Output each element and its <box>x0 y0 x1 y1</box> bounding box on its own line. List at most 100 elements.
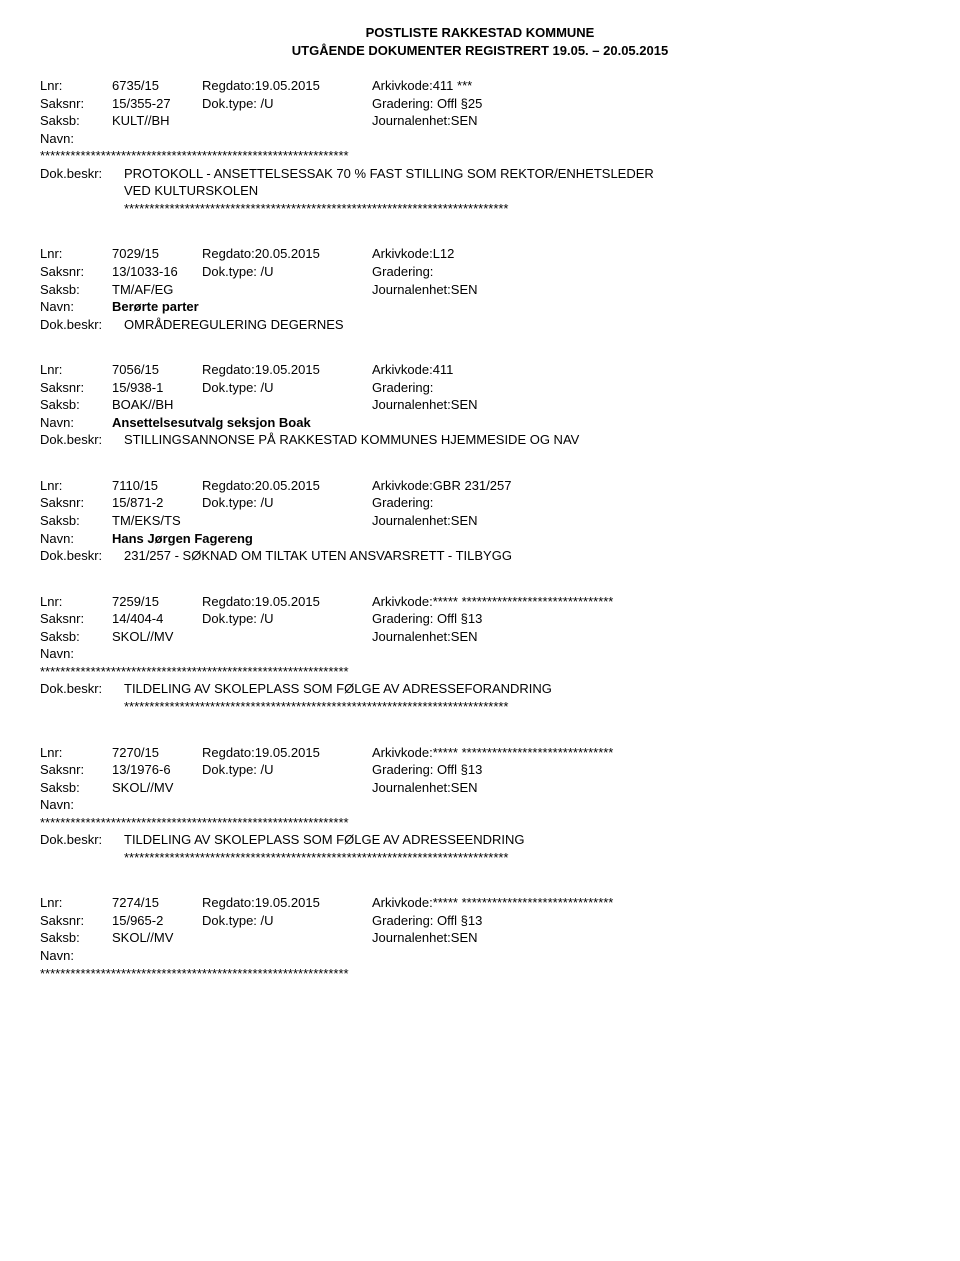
journal-entry: Lnr:7259/15Regdato:19.05.2015Arkivkode:*… <box>40 593 920 716</box>
gradering-value: Gradering: <box>372 494 920 512</box>
journal-entry: Lnr:7270/15Regdato:19.05.2015Arkivkode:*… <box>40 744 920 867</box>
lnr-value: 7056/15Regdato:19.05.2015 <box>112 361 372 379</box>
dokbeskr-redacted: ****************************************… <box>40 200 920 218</box>
saksnr-value: 15/938-1Dok.type: /U <box>112 379 372 397</box>
lnr-value: 7029/15Regdato:20.05.2015 <box>112 245 372 263</box>
navn-label: Navn: <box>40 414 112 432</box>
journal-value: Journalenhet:SEN <box>372 628 920 646</box>
navn-value: Berørte parter <box>112 298 920 316</box>
dokbeskr-label: Dok.beskr: <box>40 831 124 849</box>
gradering-value: Gradering: <box>372 379 920 397</box>
saksb-value: SKOL//MV <box>112 929 372 947</box>
navn-value: Hans Jørgen Fagereng <box>112 530 920 548</box>
journal-value: Journalenhet:SEN <box>372 512 920 530</box>
lnr-label: Lnr: <box>40 593 112 611</box>
saksnr-label: Saksnr: <box>40 761 112 779</box>
arkivkode-value: Arkivkode:***** ************************… <box>372 593 920 611</box>
arkivkode-value: Arkivkode:GBR 231/257 <box>372 477 920 495</box>
saksb-value: SKOL//MV <box>112 779 372 797</box>
dokbeskr-label: Dok.beskr: <box>40 316 124 334</box>
navn-redacted: ****************************************… <box>40 965 920 983</box>
saksnr-value: 14/404-4Dok.type: /U <box>112 610 372 628</box>
navn-redacted: ****************************************… <box>40 147 920 165</box>
dokbeskr-value: OMRÅDEREGULERING DEGERNES <box>124 316 920 334</box>
gradering-value: Gradering: Offl §13 <box>372 761 920 779</box>
dokbeskr-value: TILDELING AV SKOLEPLASS SOM FØLGE AV ADR… <box>124 680 920 698</box>
journal-entry: Lnr:6735/15Regdato:19.05.2015Arkivkode:4… <box>40 77 920 217</box>
saksb-value: TM/AF/EG <box>112 281 372 299</box>
saksb-label: Saksb: <box>40 396 112 414</box>
journal-value: Journalenhet:SEN <box>372 929 920 947</box>
dokbeskr-value: PROTOKOLL - ANSETTELSESSAK 70 % FAST STI… <box>124 165 920 183</box>
lnr-value: 7259/15Regdato:19.05.2015 <box>112 593 372 611</box>
dokbeskr-label: Dok.beskr: <box>40 680 124 698</box>
navn-label: Navn: <box>40 796 112 814</box>
saksb-label: Saksb: <box>40 512 112 530</box>
lnr-value: 7110/15Regdato:20.05.2015 <box>112 477 372 495</box>
journal-value: Journalenhet:SEN <box>372 281 920 299</box>
saksnr-label: Saksnr: <box>40 263 112 281</box>
page-header: POSTLISTE RAKKESTAD KOMMUNE UTGÅENDE DOK… <box>40 24 920 59</box>
navn-value <box>112 947 920 965</box>
saksb-value: SKOL//MV <box>112 628 372 646</box>
saksb-label: Saksb: <box>40 929 112 947</box>
dokbeskr-value: STILLINGSANNONSE PÅ RAKKESTAD KOMMUNES H… <box>124 431 920 449</box>
gradering-value: Gradering: Offl §13 <box>372 912 920 930</box>
saksnr-value: 15/965-2Dok.type: /U <box>112 912 372 930</box>
saksnr-label: Saksnr: <box>40 912 112 930</box>
navn-value: Ansettelsesutvalg seksjon Boak <box>112 414 920 432</box>
saksnr-value: 13/1976-6Dok.type: /U <box>112 761 372 779</box>
dokbeskr-value: 231/257 - SØKNAD OM TILTAK UTEN ANSVARSR… <box>124 547 920 565</box>
arkivkode-value: Arkivkode:411 *** <box>372 77 920 95</box>
lnr-value: 7274/15Regdato:19.05.2015 <box>112 894 372 912</box>
lnr-label: Lnr: <box>40 744 112 762</box>
saksnr-label: Saksnr: <box>40 95 112 113</box>
navn-label: Navn: <box>40 130 112 148</box>
saksnr-value: 13/1033-16Dok.type: /U <box>112 263 372 281</box>
navn-label: Navn: <box>40 530 112 548</box>
gradering-value: Gradering: Offl §13 <box>372 610 920 628</box>
dokbeskr-value-cont: VED KULTURSKOLEN <box>40 182 920 200</box>
saksnr-label: Saksnr: <box>40 494 112 512</box>
navn-redacted: ****************************************… <box>40 663 920 681</box>
gradering-value: Gradering: <box>372 263 920 281</box>
navn-label: Navn: <box>40 947 112 965</box>
journal-value: Journalenhet:SEN <box>372 112 920 130</box>
journal-value: Journalenhet:SEN <box>372 779 920 797</box>
arkivkode-value: Arkivkode:***** ************************… <box>372 894 920 912</box>
lnr-label: Lnr: <box>40 361 112 379</box>
arkivkode-value: Arkivkode:411 <box>372 361 920 379</box>
journal-entry: Lnr:7110/15Regdato:20.05.2015Arkivkode:G… <box>40 477 920 565</box>
navn-value <box>112 796 920 814</box>
lnr-label: Lnr: <box>40 894 112 912</box>
dokbeskr-label: Dok.beskr: <box>40 165 124 183</box>
dokbeskr-redacted: ****************************************… <box>40 698 920 716</box>
saksb-value: TM/EKS/TS <box>112 512 372 530</box>
lnr-label: Lnr: <box>40 245 112 263</box>
dokbeskr-label: Dok.beskr: <box>40 547 124 565</box>
saksb-label: Saksb: <box>40 281 112 299</box>
navn-redacted: ****************************************… <box>40 814 920 832</box>
saksnr-label: Saksnr: <box>40 610 112 628</box>
navn-label: Navn: <box>40 298 112 316</box>
saksb-label: Saksb: <box>40 628 112 646</box>
journal-entry: Lnr:7056/15Regdato:19.05.2015Arkivkode:4… <box>40 361 920 449</box>
saksb-value: BOAK//BH <box>112 396 372 414</box>
dokbeskr-redacted: ****************************************… <box>40 849 920 867</box>
document-page: POSTLISTE RAKKESTAD KOMMUNE UTGÅENDE DOK… <box>0 0 960 1050</box>
arkivkode-value: Arkivkode:***** ************************… <box>372 744 920 762</box>
journal-entry: Lnr:7029/15Regdato:20.05.2015Arkivkode:L… <box>40 245 920 333</box>
lnr-value: 7270/15Regdato:19.05.2015 <box>112 744 372 762</box>
journal-entry: Lnr:7274/15Regdato:19.05.2015Arkivkode:*… <box>40 894 920 982</box>
saksnr-label: Saksnr: <box>40 379 112 397</box>
dokbeskr-label: Dok.beskr: <box>40 431 124 449</box>
saksb-label: Saksb: <box>40 779 112 797</box>
navn-label: Navn: <box>40 645 112 663</box>
saksb-value: KULT//BH <box>112 112 372 130</box>
navn-value <box>112 130 920 148</box>
lnr-label: Lnr: <box>40 477 112 495</box>
header-line2: UTGÅENDE DOKUMENTER REGISTRERT 19.05. – … <box>40 42 920 60</box>
lnr-label: Lnr: <box>40 77 112 95</box>
arkivkode-value: Arkivkode:L12 <box>372 245 920 263</box>
entries-list: Lnr:6735/15Regdato:19.05.2015Arkivkode:4… <box>40 77 920 982</box>
